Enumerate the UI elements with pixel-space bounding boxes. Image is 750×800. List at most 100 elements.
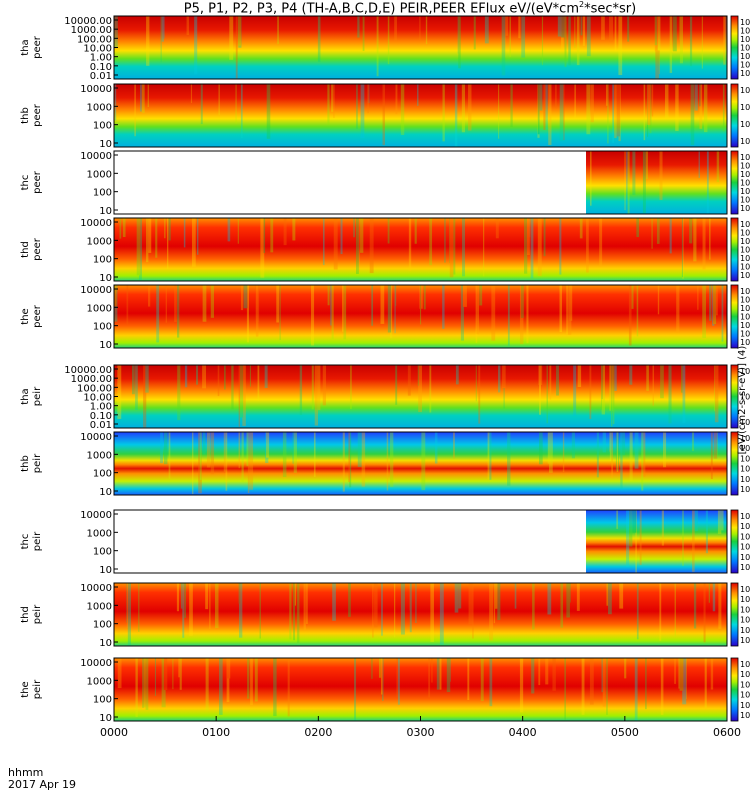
panel-frame [113, 431, 728, 496]
colorbar-tick-label: 106 [740, 168, 750, 179]
colorbar-tick-label: 102 [740, 483, 750, 494]
x-label-hhmm: hhmm [8, 766, 44, 779]
y-tick-label: 10000 [80, 84, 112, 95]
colorbar-tick-label: 106 [740, 33, 750, 44]
panel-species-label: peer [32, 237, 43, 261]
y-tick-label: 1000 [87, 528, 112, 539]
y-tick-label: 10 [99, 139, 112, 150]
y-tick-label: 100 [93, 695, 112, 706]
y-tick-label: 1000 [87, 102, 112, 113]
spectrogram-texture [114, 84, 725, 147]
colorbar-tick-label: 108 [740, 151, 750, 162]
colorbar-tick-label: 106 [740, 593, 750, 604]
y-tick-label: 10000.00 [64, 16, 112, 27]
y-tick-label: 10 [99, 206, 112, 217]
panel-species-label: peir [32, 604, 43, 624]
colorbar [730, 217, 739, 282]
colorbar-tick-label: 107 [740, 294, 750, 305]
colorbar-tick-label: 108 [740, 218, 750, 229]
colorbar-tick-label: 105 [740, 603, 750, 614]
spectrogram-texture [126, 583, 722, 646]
colorbar [730, 150, 739, 215]
colorbar [730, 15, 739, 80]
y-tick-label: 1.00 [90, 53, 112, 64]
colorbar-tick-label: 106 [740, 520, 750, 531]
panel-species-label: peer [32, 103, 43, 127]
colorbar-tick-label: 102 [740, 135, 750, 146]
y-tick-label: 100 [93, 547, 112, 558]
panel-species-label: peer [32, 170, 43, 194]
y-tick-label: 1000 [87, 676, 112, 687]
colorbar-tick-label: 103 [740, 473, 750, 484]
spectrogram-body [114, 432, 727, 495]
y-tick-label: 0.01 [90, 71, 112, 82]
colorbar-title: [eV/(cm2-s-sr-eV)] (4) [737, 346, 748, 455]
colorbar-tick-label: 102 [740, 416, 750, 427]
colorbar-tick-label: 104 [740, 252, 750, 263]
panel-probe-label: thc [20, 534, 31, 550]
y-tick-label: 10000 [80, 432, 112, 443]
y-tick-label: 1000 [87, 169, 112, 180]
y-tick-label: 10 [99, 713, 112, 724]
x-tick-label: 0200 [304, 726, 332, 739]
panel-frame [113, 509, 728, 574]
spectrogram-body [114, 365, 727, 428]
colorbar [730, 582, 739, 647]
y-tick-label: 0.10 [90, 62, 112, 73]
colorbar-tick-label: 106 [740, 365, 750, 376]
panel-species-label: peir [32, 386, 43, 406]
colorbar [730, 364, 739, 429]
colorbar-tick-label: 106 [740, 668, 750, 679]
colorbar-tick-label: 103 [740, 624, 750, 635]
colorbar-tick-label: 104 [740, 391, 750, 402]
y-tick-label: 100 [93, 255, 112, 266]
y-tick-label: 1000 [87, 236, 112, 247]
panel-frame [113, 582, 728, 647]
panel-species-label: peer [32, 35, 43, 59]
colorbar-tick-label: 102 [740, 634, 750, 645]
colorbar [730, 83, 739, 148]
y-tick-label: 10 [99, 565, 112, 576]
y-tick-label: 10 [99, 340, 112, 351]
x-tick-label: 0400 [509, 726, 537, 739]
x-tick-label: 0500 [611, 726, 639, 739]
y-tick-label: 1000 [87, 303, 112, 314]
colorbar-tick-label: 105 [740, 530, 750, 541]
colorbar [730, 657, 739, 722]
colorbar-tick-label: 107 [740, 583, 750, 594]
panel-probe-label: thb [20, 107, 31, 124]
colorbar-tick-label: 103 [740, 328, 750, 339]
colorbar-tick-label: 104 [740, 185, 750, 196]
panel-probe-label: thc [20, 175, 31, 191]
y-tick-label: 10 [99, 638, 112, 649]
y-tick-label: 1000 [87, 450, 112, 461]
colorbar-tick-label: 103 [740, 699, 750, 710]
y-tick-label: 10.00 [83, 44, 112, 55]
spectrogram-body [114, 16, 727, 79]
y-tick-label: 10 [99, 487, 112, 498]
spectrogram-texture [114, 285, 724, 346]
colorbar-tick-label: 104 [740, 463, 750, 474]
y-tick-label: 10000.00 [64, 365, 112, 376]
spectrogram-body [114, 658, 727, 721]
colorbar-tick-label: 107 [740, 160, 750, 171]
colorbar-tick-label: 104 [740, 541, 750, 552]
y-tick-label: 0.01 [90, 420, 112, 431]
spectrogram-texture [160, 432, 718, 495]
colorbar-tick-label: 103 [740, 261, 750, 272]
panel-probe-label: tha [20, 39, 31, 55]
colorbar-tick-label: 104 [740, 50, 750, 61]
colorbar-tick-label: 106 [740, 442, 750, 453]
y-tick-label: 10000 [80, 218, 112, 229]
x-label-date: 2017 Apr 19 [8, 778, 77, 791]
panel-probe-label: thd [20, 241, 31, 258]
y-tick-label: 10000 [80, 583, 112, 594]
colorbar-tick-label: 105 [740, 311, 750, 322]
panel-frame [113, 83, 728, 148]
panel-probe-label: the [20, 308, 31, 324]
